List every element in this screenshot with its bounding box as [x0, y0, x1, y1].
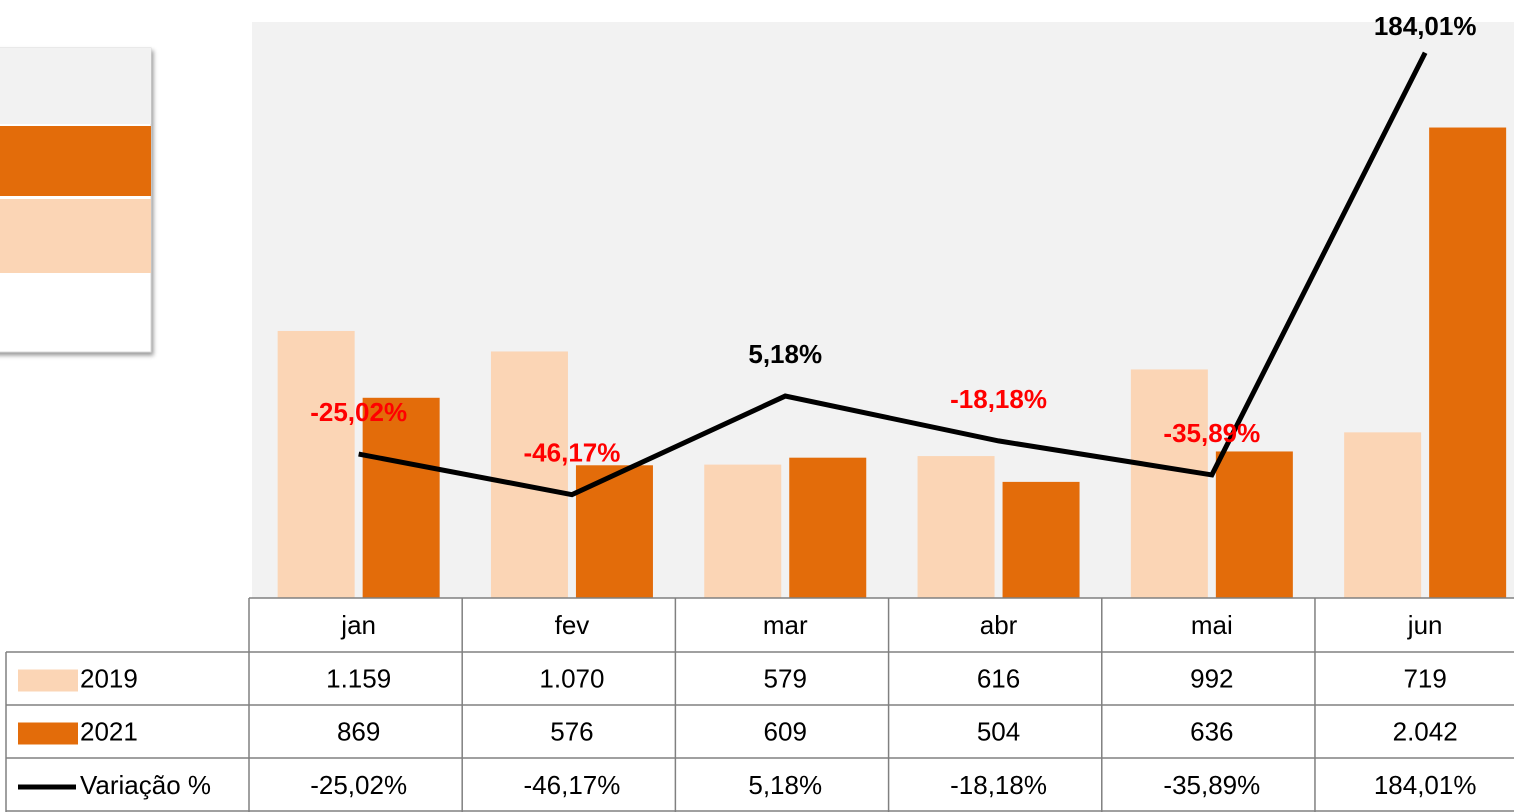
- legend-label: 2019: [80, 663, 138, 693]
- table-value: 5,18%: [748, 770, 822, 800]
- table-value: 869: [337, 716, 380, 746]
- table-value: 1.159: [326, 663, 391, 693]
- bar: [1215, 451, 1293, 598]
- table-value: 504: [977, 716, 1020, 746]
- plot-area: -25,02% -46,17% 5,18% -18,18% -35,89% 184,01%: [252, 11, 1514, 599]
- bar: [490, 351, 568, 598]
- data-label: -25,02%: [310, 397, 407, 427]
- table-value: 184,01%: [1374, 770, 1477, 800]
- data-label: -35,89%: [1163, 418, 1260, 448]
- legend-label: 2021: [80, 716, 138, 746]
- line: [358, 51, 1428, 498]
- data-label: 184,01%: [1374, 11, 1477, 41]
- table-value: 992: [1190, 663, 1233, 693]
- table-value: 636: [1190, 716, 1233, 746]
- data-table: jan fev mar abr mai jun 2019 1.159 1.070 579 616 99…: [5, 597, 1514, 812]
- bar: [1130, 369, 1208, 598]
- table-value: 579: [764, 663, 807, 693]
- table-value: -35,89%: [1163, 770, 1260, 800]
- x-tick-label: fev: [555, 610, 590, 640]
- bar: [789, 457, 867, 598]
- bar: [1002, 481, 1080, 598]
- legend-key: [18, 722, 78, 745]
- bar: [1344, 432, 1422, 598]
- bar: [704, 464, 782, 598]
- x-tick-label: abr: [980, 610, 1018, 640]
- table-value: -46,17%: [524, 770, 621, 800]
- data-label: -46,17%: [524, 438, 621, 468]
- table-value: 576: [550, 716, 593, 746]
- bar: [1429, 127, 1507, 599]
- x-tick-label: jun: [1407, 610, 1443, 640]
- legend-label: Variação %: [80, 770, 211, 800]
- table-value: 719: [1403, 663, 1446, 693]
- table-value: 609: [764, 716, 807, 746]
- table-value: 2.042: [1393, 716, 1458, 746]
- x-tick-label: mar: [763, 610, 808, 640]
- legend-fragment: [0, 47, 152, 353]
- bar: [277, 330, 355, 598]
- table-value: 616: [977, 663, 1020, 693]
- x-tick-label: mai: [1191, 610, 1233, 640]
- x-tick-label: jan: [340, 610, 376, 640]
- table-value: 1.070: [539, 663, 604, 693]
- legend-key: [18, 669, 78, 692]
- bar: [362, 397, 440, 598]
- plot-background: [252, 22, 1514, 598]
- table-value: -18,18%: [950, 770, 1047, 800]
- data-label: -18,18%: [950, 384, 1047, 414]
- data-label: 5,18%: [748, 339, 822, 369]
- bar: [917, 456, 995, 598]
- table-value: -25,02%: [310, 770, 407, 800]
